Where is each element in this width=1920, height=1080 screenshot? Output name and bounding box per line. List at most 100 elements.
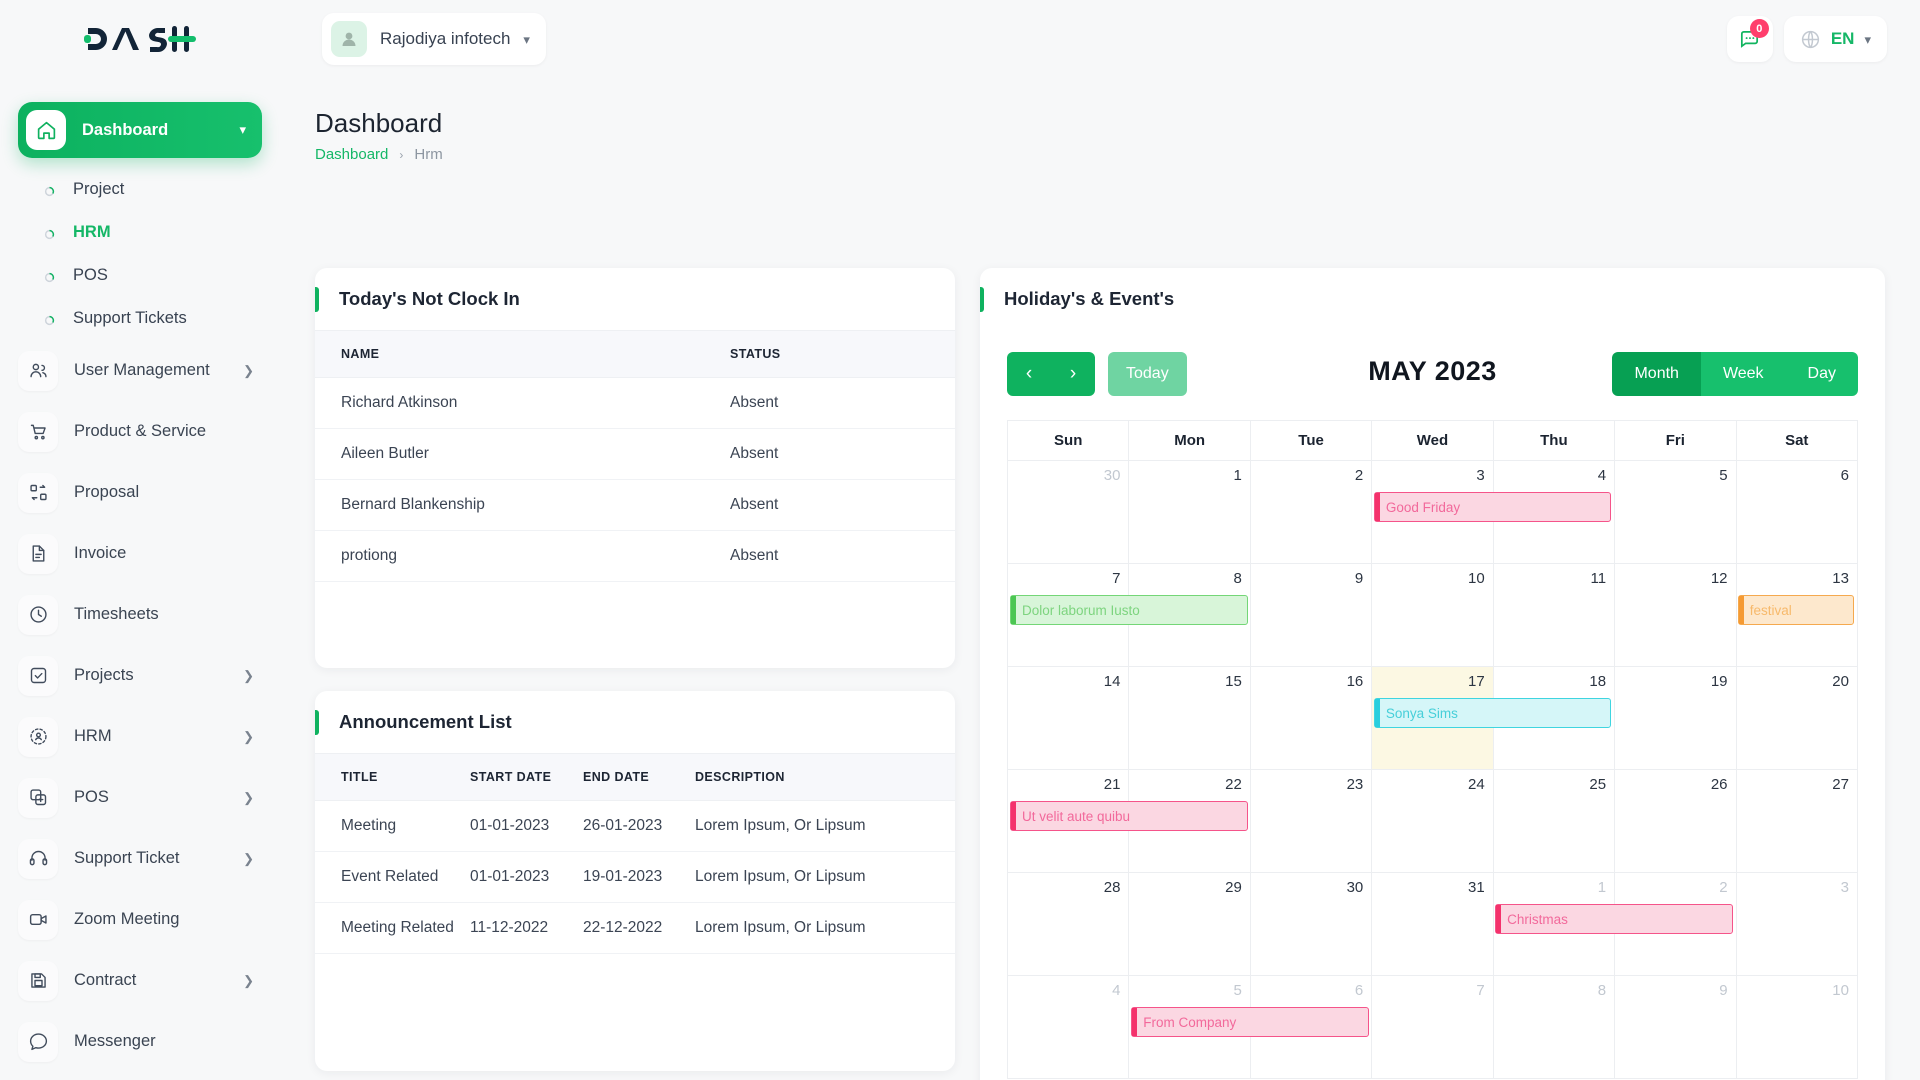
- sidebar-item-support-ticket[interactable]: Support Ticket ❯: [0, 828, 280, 889]
- prev-month-button[interactable]: ‹: [1007, 352, 1051, 396]
- calendar-day[interactable]: 11: [1492, 563, 1615, 666]
- calendar-day[interactable]: 1: [1128, 460, 1250, 563]
- calendar-day[interactable]: 7: [1371, 975, 1493, 1078]
- calendar-day[interactable]: 24: [1371, 769, 1493, 872]
- table-row[interactable]: Meeting 01-01-2023 26-01-2023 Lorem Ipsum, …: [315, 800, 955, 852]
- calendar-event[interactable]: Christmas: [1495, 904, 1733, 934]
- table-body: Richard Atkinson Absent Aileen Butler Absen…: [315, 377, 955, 582]
- calendar-event[interactable]: Sonya Sims: [1373, 698, 1612, 728]
- checkbox-icon: [18, 655, 58, 696]
- table-body: Meeting 01-01-2023 26-01-2023 Lorem Ipsum, …: [315, 800, 955, 954]
- sidebar-item-hrm[interactable]: HRM ❯: [0, 706, 280, 767]
- calendar-day[interactable]: 9: [1614, 975, 1736, 1078]
- calendar-view-day[interactable]: Day: [1785, 352, 1858, 396]
- calendar-day[interactable]: 23: [1249, 769, 1372, 872]
- sidebar-item-contract[interactable]: Contract ❯: [0, 950, 280, 1011]
- sidebar-item-messenger[interactable]: Messenger: [0, 1011, 280, 1072]
- calendar-day[interactable]: 16: [1249, 666, 1372, 769]
- calendar-event[interactable]: Good Friday: [1373, 492, 1612, 522]
- calendar-day[interactable]: 30: [1249, 872, 1372, 975]
- sidebar-item-projects[interactable]: Projects ❯: [0, 645, 280, 706]
- table-row[interactable]: Meeting Related 11-12-2022 22-12-2022 Lorem…: [315, 902, 955, 954]
- breadcrumb-current: Hrm: [414, 146, 443, 163]
- sidebar-item-proposal[interactable]: Proposal: [0, 462, 280, 523]
- sidebar-item-label: Product & Service: [74, 422, 207, 440]
- sidebar-subitem-support-tickets[interactable]: Support Tickets: [0, 297, 280, 340]
- calendar-day[interactable]: 5: [1128, 975, 1250, 1078]
- sidebar-item-label: Timesheets: [74, 605, 159, 623]
- calendar-day[interactable]: 21: [1008, 769, 1129, 872]
- sidebar-item-user-management[interactable]: User Management ❯: [0, 340, 280, 401]
- calendar-day[interactable]: 28: [1008, 872, 1129, 975]
- calendar-event[interactable]: festival: [1737, 595, 1854, 625]
- table-row[interactable]: Bernard Blankenship Absent: [315, 479, 955, 531]
- table-row[interactable]: Richard Atkinson Absent: [315, 377, 955, 429]
- calendar-day[interactable]: 8: [1492, 975, 1615, 1078]
- calendar-day[interactable]: 15: [1128, 666, 1250, 769]
- breadcrumb: Dashboard › Hrm: [315, 146, 443, 163]
- calendar-day[interactable]: 3: [1371, 460, 1493, 563]
- sidebar-item-product-service[interactable]: Product & Service: [0, 401, 280, 462]
- today-button[interactable]: Today: [1108, 352, 1187, 396]
- messages-button[interactable]: 0: [1726, 16, 1773, 62]
- calendar-dayname: Mon: [1128, 420, 1250, 460]
- calendar-view-month[interactable]: Month: [1612, 352, 1701, 396]
- calendar-week-row: 7 8 9 10 11 12 13 Dolor laborum Iusto festival: [1008, 563, 1857, 666]
- calendar-day[interactable]: 4: [1008, 975, 1129, 1078]
- calendar-day[interactable]: 25: [1492, 769, 1615, 872]
- calendar-day[interactable]: 7: [1008, 563, 1129, 666]
- calendar-day[interactable]: 19: [1614, 666, 1736, 769]
- calendar-day[interactable]: 30: [1008, 460, 1129, 563]
- calendar-day[interactable]: 14: [1008, 666, 1129, 769]
- calendar-day[interactable]: 31: [1371, 872, 1493, 975]
- calendar-day[interactable]: 29: [1128, 872, 1250, 975]
- table-header-row: NAME STATUS: [315, 330, 955, 378]
- calendar-event[interactable]: From Company: [1131, 1007, 1369, 1037]
- dash-logo-icon: [84, 26, 196, 53]
- table-row[interactable]: protiong Absent: [315, 530, 955, 582]
- avatar: [331, 21, 367, 57]
- sidebar-subitem-pos[interactable]: POS: [0, 254, 280, 297]
- calendar-day[interactable]: 2: [1249, 460, 1372, 563]
- chevron-down-icon: ▾: [1864, 31, 1871, 47]
- sidebar-subitem-hrm[interactable]: HRM: [0, 211, 280, 254]
- calendar-event[interactable]: Dolor laborum Iusto: [1010, 595, 1248, 625]
- calendar-event[interactable]: Ut velit aute quibu: [1010, 801, 1248, 831]
- calendar-day[interactable]: 27: [1735, 769, 1857, 872]
- sidebar-item-label: POS: [74, 788, 109, 806]
- next-month-button[interactable]: ›: [1051, 352, 1095, 396]
- calendar-day[interactable]: 12: [1614, 563, 1736, 666]
- calendar-day[interactable]: 5: [1614, 460, 1736, 563]
- announcement-card-header: Announcement List: [315, 691, 955, 753]
- calendar-day[interactable]: 20: [1735, 666, 1857, 769]
- calendar-day[interactable]: 6: [1735, 460, 1857, 563]
- calendar-week-row: 21 22 23 24 25 26 27 Ut velit aute quibu: [1008, 769, 1857, 872]
- calendar-day[interactable]: 26: [1614, 769, 1736, 872]
- sidebar-subitem-project[interactable]: Project: [0, 168, 280, 211]
- calendar-day[interactable]: 13: [1735, 563, 1857, 666]
- calendar-day[interactable]: 9: [1249, 563, 1372, 666]
- calendar-day[interactable]: 1: [1492, 872, 1615, 975]
- save-icon: [18, 960, 58, 1001]
- org-switcher[interactable]: Rajodiya infotech ▾: [322, 13, 546, 65]
- cart-icon: [18, 411, 58, 452]
- table-row[interactable]: Aileen Butler Absent: [315, 428, 955, 480]
- table-cell: 19-01-2023: [583, 851, 695, 903]
- sidebar-item-timesheets[interactable]: Timesheets: [0, 584, 280, 645]
- table-row[interactable]: Event Related 01-01-2023 19-01-2023 Lorem I…: [315, 851, 955, 903]
- sidebar-item-pos[interactable]: POS ❯: [0, 767, 280, 828]
- dash-logo[interactable]: [84, 19, 196, 59]
- language-selector[interactable]: EN ▾: [1783, 16, 1887, 62]
- org-name: Rajodiya infotech: [380, 29, 511, 48]
- calendar-day[interactable]: 3: [1735, 872, 1857, 975]
- sidebar-item-zoom-meeting[interactable]: Zoom Meeting: [0, 889, 280, 950]
- breadcrumb-parent[interactable]: Dashboard: [315, 146, 389, 163]
- sidebar-item-invoice[interactable]: Invoice: [0, 523, 280, 584]
- calendar-dayname: Sun: [1008, 420, 1129, 460]
- calendar-week-row: 30 1 2 3 4 5 6 Good Friday: [1008, 460, 1857, 563]
- calendar-view-week[interactable]: Week: [1700, 352, 1786, 396]
- calendar-day[interactable]: 10: [1735, 975, 1857, 1078]
- announcement-card: Announcement List TITLE START DATE END DAT…: [315, 691, 955, 1071]
- sidebar-item-dashboard[interactable]: Dashboard ▾: [18, 102, 262, 158]
- calendar-day[interactable]: 10: [1371, 563, 1493, 666]
